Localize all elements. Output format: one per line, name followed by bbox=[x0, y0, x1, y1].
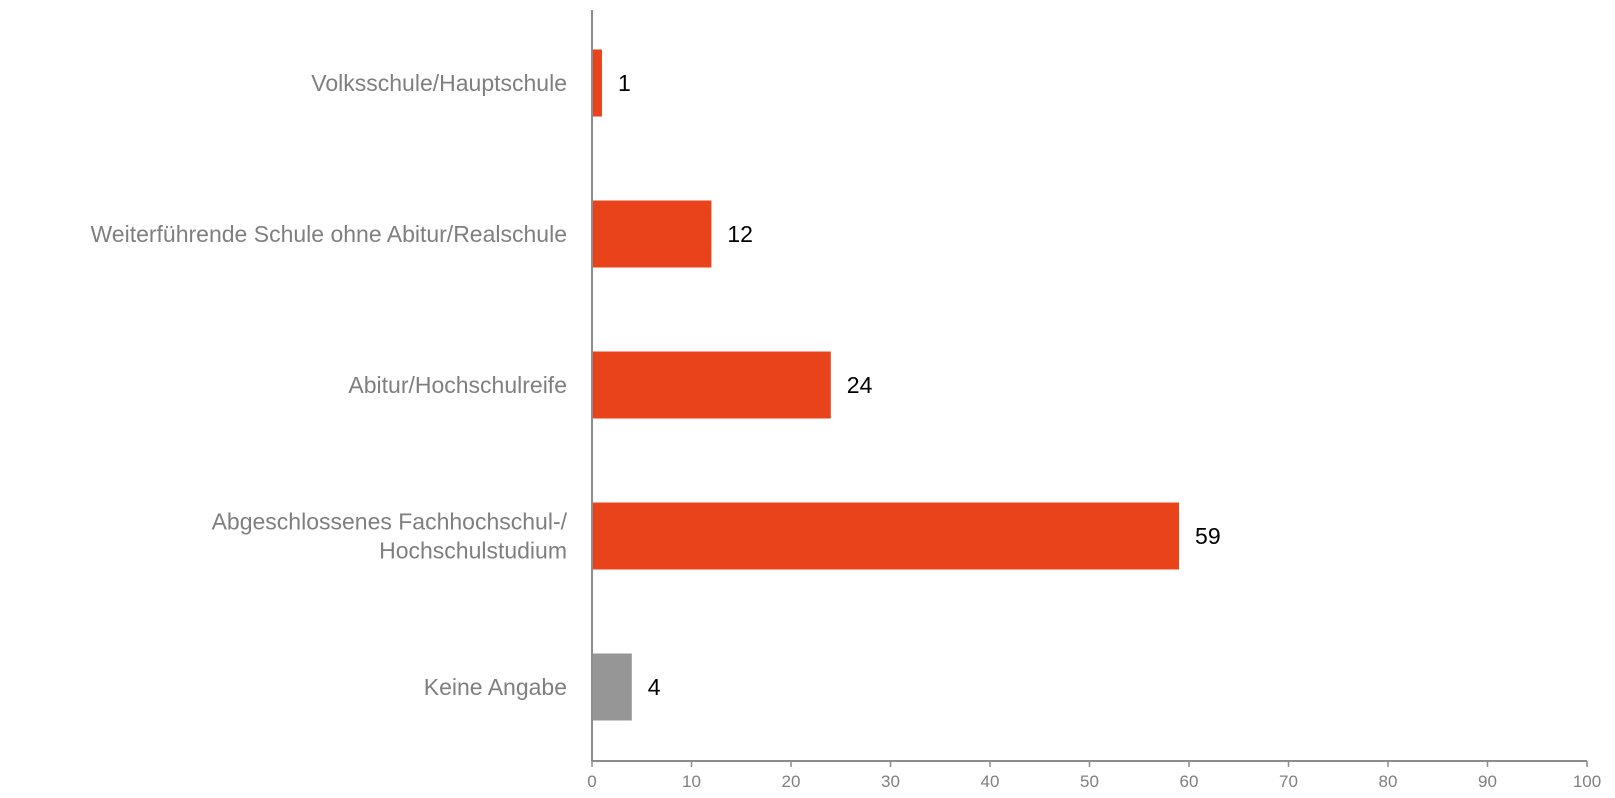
category-label-line: Abitur/Hochschulreife bbox=[348, 372, 567, 398]
category-label-line: Volksschule/Hauptschule bbox=[311, 70, 567, 96]
value-label-0: 1 bbox=[618, 70, 631, 96]
x-tick-label-9: 90 bbox=[1478, 772, 1497, 791]
bar-1 bbox=[592, 200, 712, 268]
labels-group: 1 Volksschule/Hauptschule 12 Weiterführende… bbox=[91, 70, 1602, 791]
bars-group bbox=[592, 49, 1180, 721]
value-label-3: 59 bbox=[1195, 523, 1221, 549]
category-label-2: Abitur/Hochschulreife bbox=[348, 372, 567, 398]
category-label-1: Weiterführende Schule ohne Abitur/Realsc… bbox=[91, 221, 568, 247]
x-tick-label-5: 50 bbox=[1080, 772, 1099, 791]
bar-2 bbox=[592, 351, 831, 419]
bar-4 bbox=[592, 653, 632, 721]
x-tick-label-7: 70 bbox=[1279, 772, 1298, 791]
bar-3 bbox=[592, 502, 1180, 570]
value-label-2: 24 bbox=[847, 372, 873, 398]
category-label-line: Hochschulstudium bbox=[379, 538, 567, 564]
x-tick-label-2: 20 bbox=[782, 772, 801, 791]
x-tick-label-6: 60 bbox=[1180, 772, 1199, 791]
x-tick-label-0: 0 bbox=[587, 772, 596, 791]
category-label-line: Abgeschlossenes Fachhochschul-/ bbox=[212, 509, 568, 535]
value-label-1: 12 bbox=[727, 221, 753, 247]
category-label-line: Keine Angabe bbox=[424, 674, 567, 700]
x-tick-label-8: 80 bbox=[1379, 772, 1398, 791]
axes-group bbox=[591, 10, 1588, 767]
category-label-0: Volksschule/Hauptschule bbox=[311, 70, 567, 96]
category-label-3: Abgeschlossenes Fachhochschul-/ Hochschul… bbox=[212, 509, 568, 564]
x-tick-label-1: 10 bbox=[682, 772, 701, 791]
x-tick-label-3: 30 bbox=[881, 772, 900, 791]
category-label-line: Weiterführende Schule ohne Abitur/Realsc… bbox=[91, 221, 568, 247]
x-tick-label-10: 100 bbox=[1573, 772, 1601, 791]
category-label-4: Keine Angabe bbox=[424, 674, 567, 700]
bar-0 bbox=[592, 49, 602, 117]
x-tick-label-4: 40 bbox=[981, 772, 1000, 791]
value-label-4: 4 bbox=[648, 674, 661, 700]
